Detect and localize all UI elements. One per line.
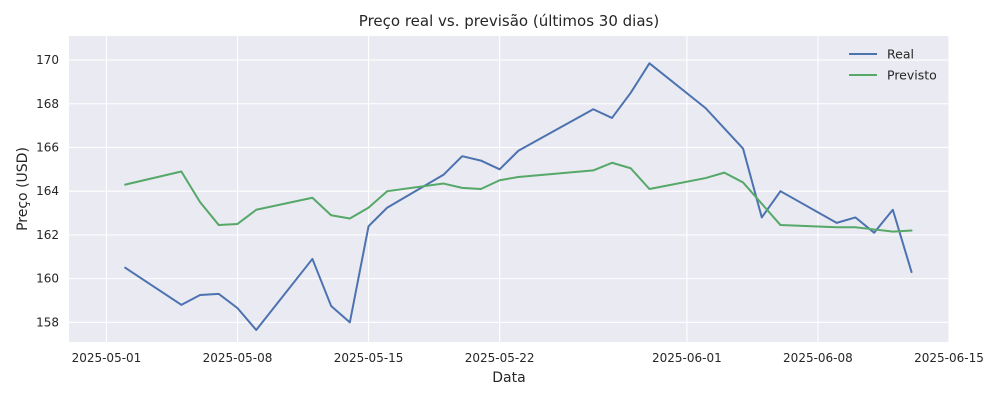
y-tick-label: 166: [36, 140, 59, 154]
y-tick-label: 170: [36, 53, 59, 67]
series-line-previsto: [124, 161, 913, 233]
x-tick-label: 2025-05-22: [465, 351, 535, 365]
x-tick-label: 2025-05-01: [72, 351, 142, 365]
plot-area: [69, 36, 949, 342]
y-axis-label: Preço (USD): [15, 147, 31, 231]
legend-label: Previsto: [887, 68, 937, 83]
grid-lines: [69, 36, 950, 342]
chart-title: Preço real vs. previsão (últimos 30 dias…: [359, 12, 659, 30]
y-tick-label: 158: [36, 315, 59, 329]
series-lines: [124, 62, 913, 331]
x-tick-label: 2025-06-01: [652, 351, 722, 365]
series-line-real: [124, 62, 913, 331]
legend-label: Real: [887, 47, 914, 62]
x-tick-label: 2025-06-08: [783, 351, 853, 365]
y-axis-ticks: 158 160 162 164 166 168 170: [36, 53, 59, 329]
y-tick-label: 164: [36, 184, 59, 198]
x-tick-label: 2025-05-08: [203, 351, 273, 365]
x-axis-ticks: 2025-05-01 2025-05-08 2025-05-15 2025-05-22…: [72, 351, 984, 365]
y-tick-label: 162: [36, 228, 59, 242]
x-tick-label: 2025-06-15: [914, 351, 984, 365]
y-tick-label: 160: [36, 272, 59, 286]
y-tick-label: 168: [36, 97, 59, 111]
x-tick-label: 2025-05-15: [334, 351, 404, 365]
legend: Real Previsto: [849, 47, 937, 83]
x-axis-label: Data: [492, 370, 525, 386]
